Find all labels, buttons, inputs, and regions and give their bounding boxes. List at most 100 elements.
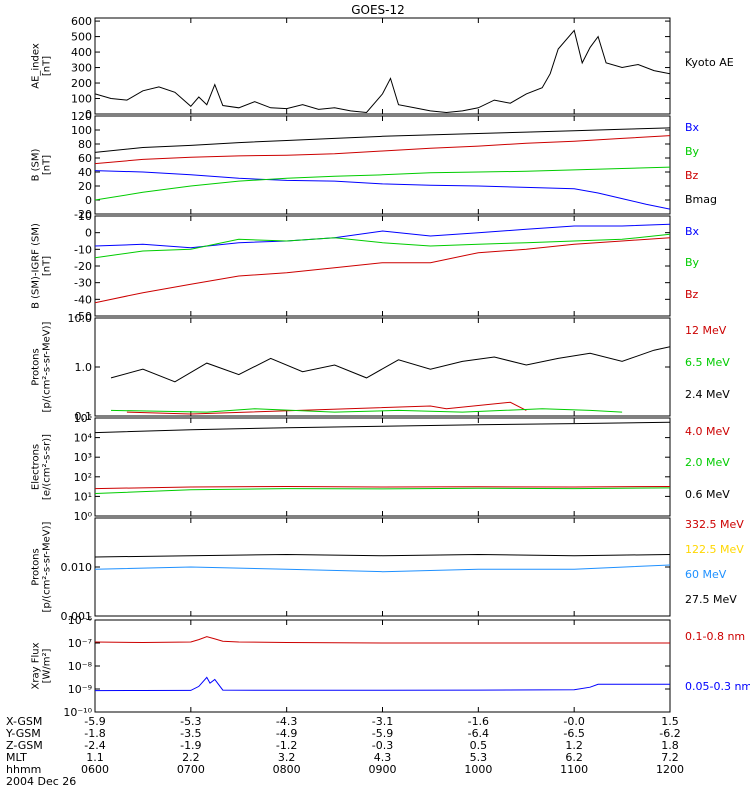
legend-label: Bx [685,121,700,134]
y-axis-label: Protons[p/(cm²-s-sr-MeV)] [31,321,53,412]
y-tick-label: 10⁵ [74,412,92,425]
series-line-27-5-mev [95,553,670,558]
y-axis-label-line: [nT] [42,56,53,76]
series-line-60-mev [95,564,670,573]
y-tick-label: 10⁻⁸ [68,660,93,673]
footer-cell-z: 1.2 [565,739,583,752]
y-axis-label-line: B (SM) [31,148,42,181]
series-line-by [95,233,670,259]
footer-cell-y: -1.8 [84,727,105,740]
footer-cell-mlt: 2.2 [182,751,200,764]
footer-cell-z: -1.9 [180,739,201,752]
footer-cell-x: -1.6 [468,715,489,728]
plot-title: GOES-12 [351,3,405,17]
panel-electrons: 10⁰ 10¹ 10² 10³ 10⁴ 10⁵ Electrons[e/(cm²-s-sr)… [31,412,731,523]
legend-label: Kyoto AE [685,56,734,69]
panel-frame [94,317,671,417]
y-tick-label: -20 [74,208,92,221]
y-axis-label-line: Protons [31,548,42,585]
series-line-6-5-mev [110,408,623,413]
series-line-bz [95,237,670,304]
footer-cell-mlt: 7.2 [661,751,679,764]
panel-protons_high: 0.001 0.010 Protons[p/(cm²-s-sr-MeV)] 332.5… [31,517,744,623]
y-tick-label: 10 [78,210,92,223]
y-axis-label-line: [nT] [42,155,53,175]
footer-cell-x: -3.1 [372,715,393,728]
legend-label: 0.05-0.3 nm [685,680,750,693]
y-tick-label: 10⁻⁹ [68,683,92,696]
y-tick-label: 10⁻⁶ [68,614,93,627]
series-line-kyoto-ae [95,29,670,114]
y-tick-label: 10.0 [68,312,93,325]
y-axis-label: Xray Flux[W/m²] [31,642,53,689]
legend-label: By [685,145,700,158]
y-tick-label: 20 [78,180,92,193]
legend-label: By [685,256,700,269]
legend-label: 0.6 MeV [685,488,730,501]
y-axis-label-line: AE_index [31,43,42,89]
legend-label: 12 MeV [685,324,727,337]
legend-label: 332.5 MeV [685,518,744,531]
panel-b_minus_igrf: -50 -40 -30 -20 -10 0 10 B (SM)-IGRF (SM)[nT] Bx… [31,210,700,323]
y-tick-label: 600 [71,15,92,28]
y-tick-label: 120 [71,110,92,123]
y-axis-label: Electrons[e/(cm²-s-sr)] [31,434,53,500]
footer-row-label: 2004 Dec 26 [6,775,76,788]
series-line-bx [95,170,670,210]
legend-label: Bmag [685,193,717,206]
legend-label: Bz [685,288,699,301]
footer-cell-mlt: 3.2 [278,751,296,764]
panel-xray: 10⁻¹⁰ 10⁻⁹ 10⁻⁸ 10⁻⁷ 10⁻⁶ Xray Flux[W/m²] 0.1-… [31,614,750,719]
y-axis-label: B (SM)[nT] [31,148,53,181]
footer-cell-x: -4.3 [276,715,297,728]
footer-row-label: hhmm [6,763,41,776]
footer-cell-y: -3.5 [180,727,201,740]
footer-cell-x: -5.9 [84,715,105,728]
y-axis-label-line: Electrons [31,444,42,490]
footer-cell-y: -6.4 [468,727,489,740]
legend-label: 27.5 MeV [685,593,737,606]
footer-cell-z: 0.5 [470,739,488,752]
footer-cell-z: -0.3 [372,739,393,752]
footer-cell-hhmm: 1000 [464,763,492,776]
panel-frame [94,619,671,713]
series-line-by [95,166,670,201]
footer-cell-z: 1.8 [661,739,679,752]
footer-cell-hhmm: 0900 [369,763,397,776]
footer-cell-hhmm: 1200 [656,763,684,776]
y-tick-label: 80 [78,138,92,151]
y-tick-label: 10⁻¹⁰ [63,706,92,719]
footer-cell-mlt: 1.1 [86,751,104,764]
series-line-4-0-mev [95,485,670,490]
y-tick-label: 40 [78,166,92,179]
y-tick-label: 0 [85,227,92,240]
y-tick-label: 100 [71,124,92,137]
legend-label: 0.1-0.8 nm [685,630,745,643]
footer-cell-y: -6.5 [563,727,584,740]
y-tick-label: -20 [74,260,92,273]
legend-label: Bz [685,169,699,182]
series-line-bx [95,223,670,249]
y-axis-label-line: B (SM)-IGRF (SM) [31,223,42,309]
y-tick-label: 200 [71,77,92,90]
footer-cell-x: -0.0 [563,715,584,728]
footer-cell-hhmm: 0600 [81,763,109,776]
y-tick-label: 1.0 [75,361,93,374]
y-tick-label: 500 [71,31,92,44]
footer-cell-mlt: 6.2 [565,751,583,764]
footer-cell-mlt: 4.3 [374,751,392,764]
footer-row-label: Z-GSM [6,739,43,752]
y-tick-label: 10¹ [74,490,92,503]
y-tick-label: 10⁰ [74,510,93,523]
y-tick-label: 10² [74,471,92,484]
series-line-0-1-0-8-nm [95,636,670,644]
y-tick-label: 0 [85,194,92,207]
panel-frame [94,17,671,115]
footer-cell-z: -1.2 [276,739,297,752]
panel-ae_index: 0 100 200 300 400 500 600 AE_index[nT] Kyoto AE [31,15,734,121]
footer-cell-y: -5.9 [372,727,393,740]
y-axis-label-line: [nT] [42,256,53,276]
